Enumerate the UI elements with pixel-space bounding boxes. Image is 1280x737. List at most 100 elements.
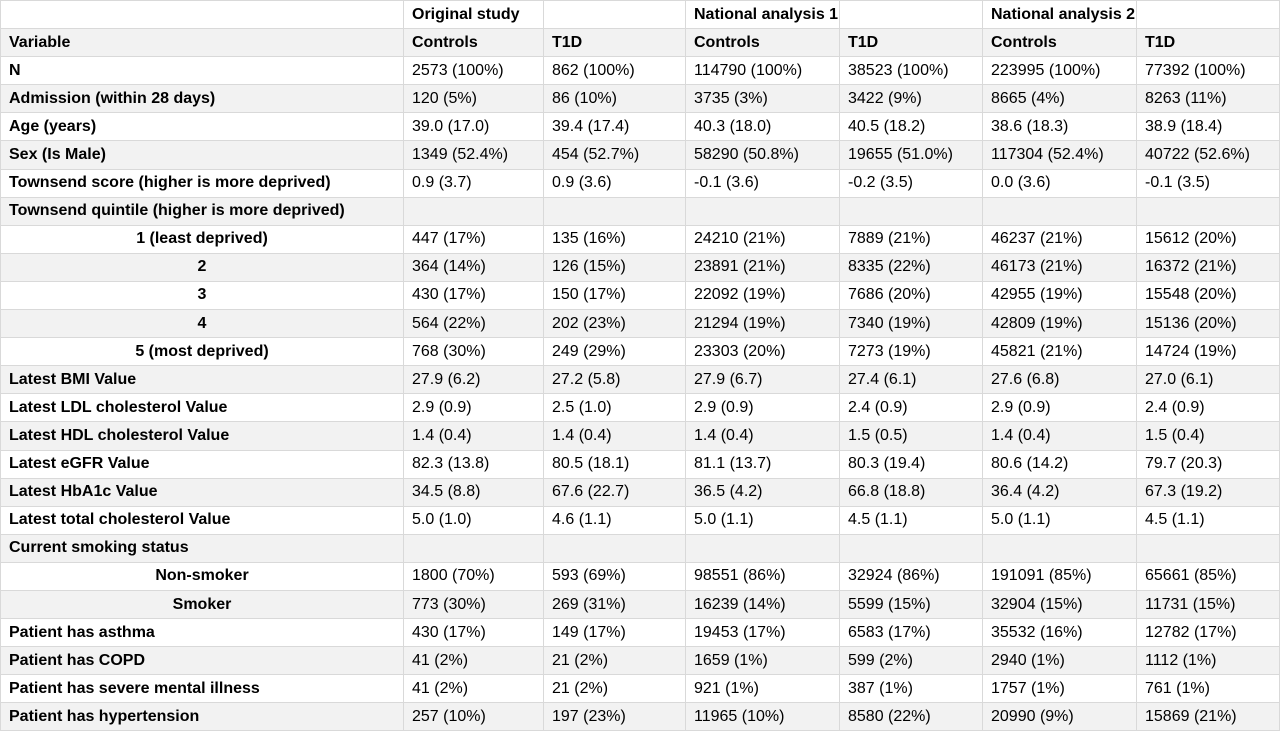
table-cell: 45821 (21%)	[982, 337, 1137, 367]
table-cell: 761 (1%)	[1136, 674, 1280, 704]
table-cell: 120 (5%)	[403, 84, 544, 114]
table-row: Admission (within 28 days) 120 (5%) 86 (10…	[0, 84, 1280, 114]
table-cell: 81.1 (13.7)	[685, 449, 840, 479]
table-cell: 2.4 (0.9)	[839, 393, 983, 423]
table-cell: 19453 (17%)	[685, 618, 840, 648]
table-cell	[543, 533, 686, 563]
table-cell	[839, 533, 983, 563]
table-cell: 1.5 (0.5)	[839, 421, 983, 451]
row-label: Patient has hypertension	[0, 702, 404, 732]
table-cell: 23303 (20%)	[685, 337, 840, 367]
row-label: Latest total cholesterol Value	[0, 505, 404, 535]
table-cell	[839, 196, 983, 226]
table-cell: 197 (23%)	[543, 702, 686, 732]
table-cell: 40722 (52.6%)	[1136, 140, 1280, 170]
table-cell: 5.0 (1.1)	[982, 505, 1137, 535]
table-cell: 2573 (100%)	[403, 56, 544, 86]
row-label: Townsend score (higher is more deprived)	[0, 168, 404, 198]
table-row: 2 364 (14%) 126 (15%) 23891 (21%) 8335 (22%)…	[0, 252, 1280, 282]
table-cell: 1349 (52.4%)	[403, 140, 544, 170]
table-cell: 1659 (1%)	[685, 646, 840, 676]
table-cell: 387 (1%)	[839, 674, 983, 704]
column-header-t1d: T1D	[1136, 28, 1280, 58]
table-cell: 2.9 (0.9)	[685, 393, 840, 423]
row-label: Smoker	[0, 589, 404, 620]
column-header-t1d: T1D	[543, 28, 686, 58]
table-cell	[403, 533, 544, 563]
table-cell	[982, 533, 1137, 563]
table-row: 3 430 (17%) 150 (17%) 22092 (19%) 7686 (20%)…	[0, 280, 1280, 311]
table-cell: 12782 (17%)	[1136, 618, 1280, 648]
table-cell: 86 (10%)	[543, 84, 686, 114]
table-cell: 0.9 (3.7)	[403, 168, 544, 198]
table-cell	[685, 533, 840, 563]
table-cell: 15548 (20%)	[1136, 280, 1280, 311]
table-cell: 42955 (19%)	[982, 280, 1137, 311]
group-header-cell	[839, 0, 983, 30]
table-cell: 8580 (22%)	[839, 702, 983, 732]
table-cell: 40.3 (18.0)	[685, 112, 840, 142]
table-cell: 8665 (4%)	[982, 84, 1137, 114]
table-row: N 2573 (100%) 862 (100%) 114790 (100%) 38523…	[0, 56, 1280, 86]
table-cell: 32904 (15%)	[982, 589, 1137, 620]
table-row: Sex (Is Male) 1349 (52.4%) 454 (52.7%) 5829…	[0, 140, 1280, 170]
table-cell: 5599 (15%)	[839, 589, 983, 620]
table-cell: 599 (2%)	[839, 646, 983, 676]
table-cell	[685, 196, 840, 226]
table-cell: 46173 (21%)	[982, 252, 1137, 282]
table-cell: 2.4 (0.9)	[1136, 393, 1280, 423]
table-cell: 15136 (20%)	[1136, 309, 1280, 339]
table-cell: 4.5 (1.1)	[839, 505, 983, 535]
table-cell: 38523 (100%)	[839, 56, 983, 86]
table-cell: 1757 (1%)	[982, 674, 1137, 704]
row-label: 3	[0, 280, 404, 311]
table-cell: 27.2 (5.8)	[543, 365, 686, 395]
table-row: Townsend score (higher is more deprived)…	[0, 168, 1280, 198]
table-cell: 40.5 (18.2)	[839, 112, 983, 142]
table-cell: 135 (16%)	[543, 224, 686, 254]
table-cell: 564 (22%)	[403, 309, 544, 339]
table-cell: 191091 (85%)	[982, 561, 1137, 591]
table-cell	[403, 196, 544, 226]
table-cell: 11965 (10%)	[685, 702, 840, 732]
table-cell: 66.8 (18.8)	[839, 477, 983, 507]
table-cell: 3735 (3%)	[685, 84, 840, 114]
table-cell: 21294 (19%)	[685, 309, 840, 339]
table-cell: 126 (15%)	[543, 252, 686, 282]
table-cell: 364 (14%)	[403, 252, 544, 282]
table-cell: 36.4 (4.2)	[982, 477, 1137, 507]
group-header-national-analysis-1: National analysis 1	[685, 0, 840, 30]
table-cell: 39.0 (17.0)	[403, 112, 544, 142]
table-cell: 269 (31%)	[543, 589, 686, 620]
table-cell: 249 (29%)	[543, 337, 686, 367]
table-cell: 7273 (19%)	[839, 337, 983, 367]
row-label: Admission (within 28 days)	[0, 84, 404, 114]
table-cell: 15869 (21%)	[1136, 702, 1280, 732]
table-row: Latest LDL cholesterol Value 2.9 (0.9) 2.5…	[0, 393, 1280, 423]
table-row: Patient has severe mental illness 41 (2%)…	[0, 674, 1280, 704]
row-label: Patient has severe mental illness	[0, 674, 404, 704]
table-cell: 27.6 (6.8)	[982, 365, 1137, 395]
table-cell: 27.0 (6.1)	[1136, 365, 1280, 395]
table-cell: 1.5 (0.4)	[1136, 421, 1280, 451]
table-cell: 41 (2%)	[403, 674, 544, 704]
table-cell: 1.4 (0.4)	[543, 421, 686, 451]
table-row: Non-smoker 1800 (70%) 593 (69%) 98551 (86%)…	[0, 561, 1280, 591]
table-cell: 223995 (100%)	[982, 56, 1137, 86]
table-cell: 65661 (85%)	[1136, 561, 1280, 591]
table-cell: -0.1 (3.6)	[685, 168, 840, 198]
table-cell: 19655 (51.0%)	[839, 140, 983, 170]
table-row: Patient has COPD 41 (2%) 21 (2%) 1659 (1%) 5…	[0, 646, 1280, 676]
table-cell: 24210 (21%)	[685, 224, 840, 254]
table-cell: 4.6 (1.1)	[543, 505, 686, 535]
table-row: Patient has asthma 430 (17%) 149 (17%) 1945…	[0, 618, 1280, 648]
column-header-controls: Controls	[982, 28, 1137, 58]
table-row: 5 (most deprived) 768 (30%) 249 (29%) 23303…	[0, 337, 1280, 367]
table-cell: 14724 (19%)	[1136, 337, 1280, 367]
table-row: Latest HbA1c Value 34.5 (8.8) 67.6 (22.7) 3…	[0, 477, 1280, 507]
table-cell: 7889 (21%)	[839, 224, 983, 254]
row-label: Patient has asthma	[0, 618, 404, 648]
table-cell: 15612 (20%)	[1136, 224, 1280, 254]
table-row: Townsend quintile (higher is more depriv…	[0, 196, 1280, 226]
table-cell: 82.3 (13.8)	[403, 449, 544, 479]
